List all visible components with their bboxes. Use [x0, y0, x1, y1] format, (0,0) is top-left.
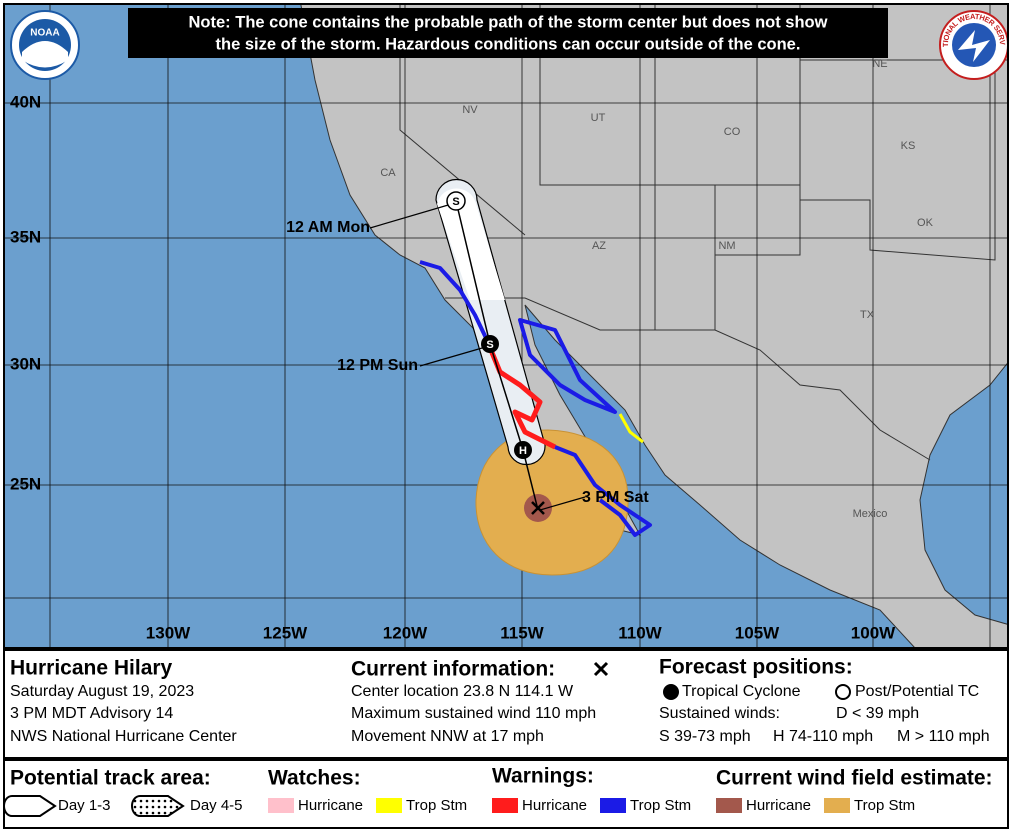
forecast-key: H 74-110 mph	[773, 728, 873, 745]
trop-storm-wind-swatch	[824, 798, 850, 813]
trop-storm-wind-field	[475, 429, 629, 576]
forecast-point	[481, 335, 499, 353]
storm-line: 3 PM MDT Advisory 14	[10, 705, 173, 722]
state-label: NM	[718, 240, 735, 252]
info-panel	[3, 649, 1009, 759]
state-label: CA	[380, 167, 396, 179]
lat-label: 30N	[10, 354, 41, 373]
current-position	[531, 501, 545, 515]
forecast-point	[446, 191, 466, 211]
trop-storm-warning	[518, 318, 617, 414]
lon-label: 125W	[263, 623, 308, 642]
point-letter: H	[519, 445, 527, 457]
forecast-key: D < 39 mph	[836, 705, 919, 722]
trop-storm-warning	[554, 445, 652, 537]
forecast-key: S 39-73 mph	[659, 728, 751, 745]
forecast-key: Tropical Cyclone	[682, 683, 801, 700]
post-tc-icon	[835, 684, 851, 700]
legend-item: Hurricane	[522, 797, 587, 814]
logo-text: NOAA	[30, 28, 59, 39]
note-text: the size of the storm. Hazardous conditi…	[216, 35, 801, 53]
track-line	[455, 200, 539, 511]
current-x-icon	[593, 661, 609, 677]
legend-item: Day 4-5	[190, 797, 243, 814]
noaa-logo: NOAA	[10, 10, 80, 80]
legend-title: Current wind field estimate:	[716, 767, 993, 790]
map-frame	[3, 3, 1009, 649]
trop-storm-watch-swatch	[376, 798, 402, 813]
lon-label: 115W	[500, 623, 544, 642]
legend-item: Hurricane	[746, 797, 811, 814]
trop-storm-watch	[618, 413, 644, 444]
state-label: CO	[724, 126, 741, 138]
map: NE NV UT CO KS CA AZ NM OK TX Mexico S S	[4, 4, 1008, 648]
label-leader	[369, 202, 456, 229]
legend-item: Trop Stm	[406, 797, 467, 814]
legend-item: Day 1-3	[58, 797, 111, 814]
day-4-5-icon	[131, 795, 185, 817]
state-label: UT	[591, 112, 606, 124]
forecast-key: Post/Potential TC	[855, 683, 979, 700]
legend-title: Watches:	[268, 767, 361, 790]
label-leader	[539, 496, 586, 511]
legend-panel	[3, 759, 1009, 829]
state-label: OK	[917, 217, 934, 229]
current-line: Maximum sustained wind 110 mph	[351, 705, 596, 722]
lon-label: 120W	[383, 623, 428, 642]
state-label: NE	[872, 58, 887, 70]
trop-storm-warning	[419, 260, 488, 339]
lat-label: 40N	[10, 92, 41, 111]
forecast-key: Sustained winds:	[659, 705, 780, 722]
track-label: 12 PM Sun	[337, 357, 418, 374]
state-label: NV	[462, 104, 478, 116]
hurricane-watch-swatch	[268, 798, 294, 813]
note-box	[128, 8, 888, 58]
state-label: KS	[901, 140, 916, 152]
lat-label: 35N	[10, 227, 41, 246]
storm-line: NWS National Hurricane Center	[10, 728, 237, 745]
legend-item: Hurricane	[298, 797, 363, 814]
point-letter: S	[452, 196, 459, 208]
state-label: TX	[860, 309, 875, 321]
current-title: Current information:	[351, 658, 555, 681]
forecast-point	[514, 441, 532, 459]
track-label: 3 PM Sat	[582, 489, 649, 506]
hurricane-wind-swatch	[716, 798, 742, 813]
storm-line: Saturday August 19, 2023	[10, 683, 194, 700]
graticule	[4, 4, 1008, 648]
hurricane-warning-swatch	[492, 798, 518, 813]
state-label: AZ	[592, 240, 606, 252]
trop-storm-warning-swatch	[600, 798, 626, 813]
tropical-icon	[663, 684, 679, 700]
legend-item: Trop Stm	[854, 797, 915, 814]
lon-label: 105W	[735, 623, 780, 642]
current-line: Movement NNW at 17 mph	[351, 728, 544, 745]
cone-white	[437, 188, 505, 300]
legend-title: Warnings:	[492, 765, 594, 788]
hurricane-warning	[483, 337, 557, 450]
legend-title: Potential track area:	[10, 767, 211, 790]
lat-label: 25N	[10, 474, 41, 493]
lon-label: 110W	[618, 623, 662, 642]
label-leader	[419, 345, 490, 367]
state-label: Mexico	[853, 508, 888, 520]
lon-label: 130W	[146, 623, 191, 642]
legend-item: Trop Stm	[630, 797, 691, 814]
storm-name: Hurricane Hilary	[10, 657, 173, 680]
note-text: Note: The cone contains the probable pat…	[189, 13, 828, 31]
current-line: Center location 23.8 N 114.1 W	[351, 683, 574, 700]
forecast-key: M > 110 mph	[897, 728, 990, 745]
point-letter: S	[486, 339, 493, 351]
day-1-3-icon	[3, 795, 57, 817]
track-label: 12 AM Mon	[286, 219, 370, 236]
forecast-title: Forecast positions:	[659, 656, 853, 679]
lon-label: 100W	[851, 623, 896, 642]
land	[300, 4, 1008, 648]
